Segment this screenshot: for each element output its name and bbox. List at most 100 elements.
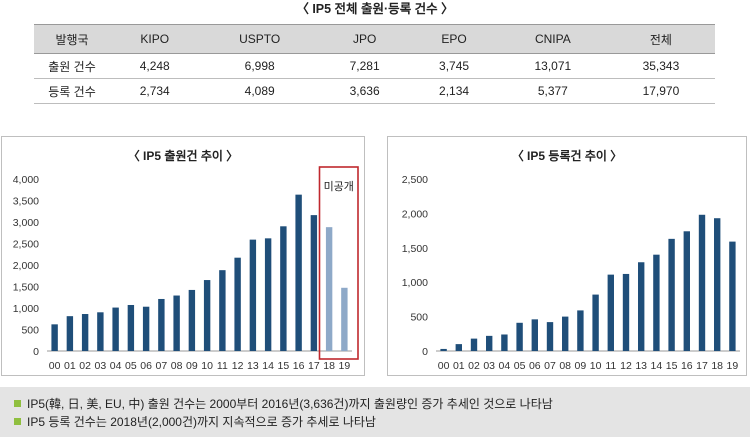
- bar: [592, 294, 599, 351]
- note-item: IP5 등록 건수는 2018년(2,000건)까지 지속적으로 증가 추세로 …: [14, 414, 376, 430]
- note-item: IP5(韓, 日, 美, EU, 中) 출원 건수는 2000부터 2016년(…: [14, 396, 553, 412]
- x-tick-label: 16: [681, 360, 693, 372]
- table-header-cell: 발행국: [34, 24, 110, 54]
- bar: [683, 231, 690, 351]
- x-tick-label: 04: [499, 360, 511, 372]
- bullet-icon: [14, 400, 21, 408]
- x-tick-label: 06: [529, 360, 541, 372]
- x-tick-label: 15: [278, 360, 290, 372]
- registrations-chart: 〈 IP5 등록건 추이 〉 0 500 1,000 1,500 2,000 2,500 0…: [387, 136, 747, 376]
- applications-chart-plot: 05001,0001,5002,0002,5003,0003,5004,0000…: [13, 166, 359, 372]
- y-tick-label: 2,500: [13, 239, 39, 251]
- bullet-icon: [14, 418, 21, 426]
- y-tick-label: 3,500: [13, 196, 39, 208]
- y-tick-label: 4,000: [13, 174, 39, 186]
- table-header-cell: CNIPA: [498, 24, 607, 54]
- bar: [280, 226, 287, 351]
- x-tick-label: 00: [49, 360, 61, 372]
- bar: [714, 218, 721, 351]
- bar: [127, 304, 135, 351]
- bar: [729, 241, 736, 351]
- table-header-cell: EPO: [409, 24, 499, 54]
- y-tick-label: 2,000: [402, 208, 428, 220]
- table-cell: 7,281: [319, 53, 410, 79]
- bar: [249, 239, 257, 351]
- table-cell: 6,998: [199, 53, 320, 79]
- x-tick-label: 10: [590, 360, 602, 372]
- table-cell: 2,134: [409, 78, 499, 104]
- bar: [112, 307, 119, 351]
- x-tick-label: 11: [605, 360, 616, 372]
- table-row: 등록 건수 2,734 4,089 3,636 2,134 5,377 17,9…: [34, 78, 715, 104]
- ip5-stats-table: 발행국 KIPO USPTO JPO EPO CNIPA 전체 출원 건수 4,…: [34, 24, 715, 104]
- y-tick-label: 3,000: [13, 217, 39, 229]
- bar: [455, 344, 462, 351]
- applications-chart: 〈 IP5 출원건 추이 〉 0 500 1,000 1,500 2,000 2,500 3…: [1, 136, 365, 376]
- x-tick-label: 13: [247, 360, 259, 372]
- x-tick-label: 19: [727, 360, 739, 372]
- x-tick-label: 05: [125, 360, 137, 372]
- x-tick-label: 01: [64, 360, 76, 372]
- table-cell: 3,745: [409, 53, 499, 79]
- x-tick-label: 18: [323, 360, 335, 372]
- x-tick-label: 12: [232, 360, 244, 372]
- bar: [638, 262, 645, 351]
- unpublished-highlight-box: [318, 166, 359, 360]
- bar: [219, 270, 226, 351]
- table-cell: 17,970: [606, 78, 715, 104]
- bar: [310, 215, 318, 351]
- x-tick-label: 06: [140, 360, 152, 372]
- bar: [158, 298, 165, 351]
- bar: [562, 316, 569, 351]
- bar: [501, 334, 508, 351]
- y-tick-label: 0: [33, 346, 39, 358]
- bar: [470, 338, 478, 351]
- bar: [66, 316, 74, 351]
- y-tick-label: 2,000: [13, 260, 39, 272]
- table-cell: 35,343: [606, 53, 715, 79]
- x-tick-label: 03: [95, 360, 107, 372]
- x-tick-label: 15: [666, 360, 678, 372]
- x-tick-label: 13: [635, 360, 647, 372]
- bar: [698, 214, 706, 351]
- bar: [607, 274, 614, 351]
- x-tick-label: 10: [201, 360, 213, 372]
- x-tick-label: 01: [453, 360, 465, 372]
- y-tick-label: 500: [21, 325, 39, 337]
- x-tick-label: 12: [620, 360, 632, 372]
- table-row: 출원 건수 4,248 6,998 7,281 3,745 13,071 35,…: [34, 53, 715, 79]
- bar: [234, 257, 241, 351]
- table-cell: 3,636: [319, 78, 410, 104]
- bar: [97, 312, 104, 351]
- x-tick-label: 16: [293, 360, 305, 372]
- y-tick-label: 1,500: [402, 243, 428, 255]
- bar: [577, 310, 584, 351]
- bar: [546, 322, 554, 351]
- x-tick-label: 07: [156, 360, 168, 372]
- x-tick-label: 18: [711, 360, 723, 372]
- x-tick-label: 03: [483, 360, 495, 372]
- bar: [516, 322, 523, 351]
- unpublished-label: 미공개: [324, 180, 354, 193]
- bar: [668, 238, 675, 351]
- chart-title: 〈 IP5 출원건 추이 〉: [127, 149, 239, 163]
- table-header-cell: KIPO: [110, 24, 200, 54]
- bar: [203, 280, 211, 351]
- row-label: 출원 건수: [34, 53, 110, 79]
- table-header-cell: 전체: [606, 24, 715, 54]
- bar: [325, 227, 333, 351]
- y-tick-label: 1,000: [402, 277, 428, 289]
- bar: [440, 348, 447, 351]
- registrations-chart-plot: 0 500 1,000 1,500 2,000 2,500 00 01 02 03 04 05 06 07…: [402, 174, 740, 372]
- bar: [173, 295, 180, 351]
- table-header-row: 발행국 KIPO USPTO JPO EPO CNIPA 전체: [34, 24, 715, 54]
- x-tick-label: 08: [559, 360, 571, 372]
- bar: [622, 273, 630, 351]
- x-tick-label: 04: [110, 360, 122, 372]
- x-tick-label: 19: [339, 360, 351, 372]
- note-text: IP5(韓, 日, 美, EU, 中) 출원 건수는 2000부터 2016년(…: [27, 397, 553, 411]
- bar: [264, 238, 272, 351]
- chart-title: 〈 IP5 등록건 추이 〉: [511, 149, 623, 163]
- x-tick-label: 17: [696, 360, 708, 372]
- x-tick-label: 08: [171, 360, 183, 372]
